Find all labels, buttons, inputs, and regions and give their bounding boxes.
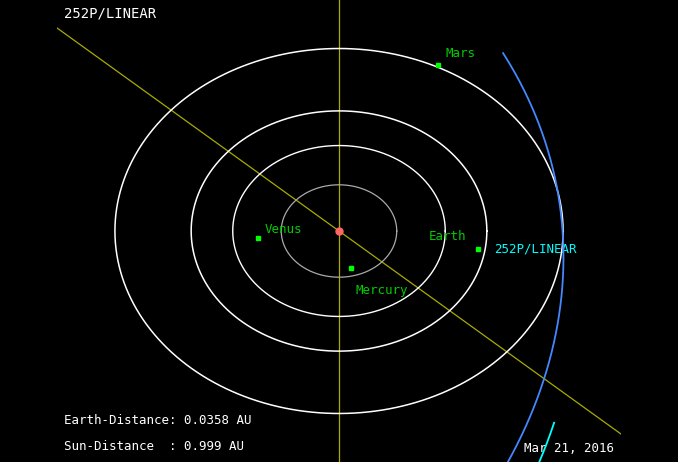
Text: Earth: Earth [428,230,466,243]
Text: Venus: Venus [265,223,302,236]
Text: 252P/LINEAR: 252P/LINEAR [494,243,576,256]
Text: Sun-Distance  : 0.999 AU: Sun-Distance : 0.999 AU [64,440,244,453]
Text: 252P/LINEAR: 252P/LINEAR [64,7,156,21]
Text: Mar 21, 2016: Mar 21, 2016 [524,442,614,455]
Text: Earth-Distance: 0.0358 AU: Earth-Distance: 0.0358 AU [64,414,252,427]
Text: Mars: Mars [445,47,475,60]
Text: Mercury: Mercury [355,284,407,297]
